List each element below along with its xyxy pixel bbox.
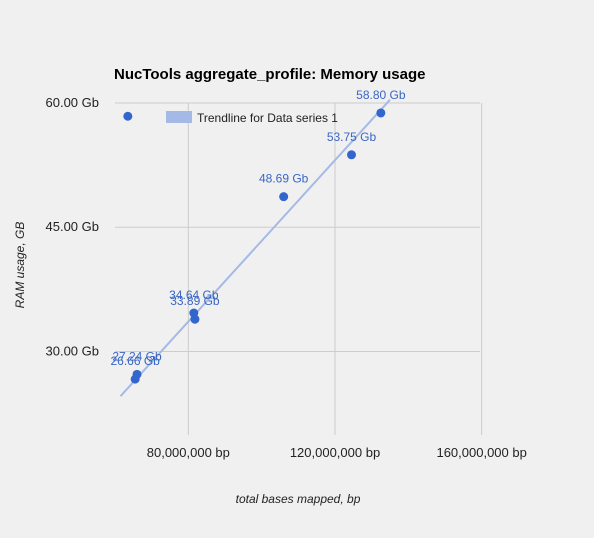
- data-point: [190, 315, 199, 324]
- y-tick-label: 45.00 Gb: [46, 219, 100, 234]
- points-group: [123, 108, 385, 383]
- data-point: [123, 112, 132, 121]
- legend: Trendline for Data series 1: [166, 111, 338, 125]
- y-tick-label: 60.00 Gb: [46, 95, 100, 110]
- data-point: [347, 150, 356, 159]
- data-point: [279, 192, 288, 201]
- grid: [115, 103, 482, 435]
- y-axis-title: RAM usage, GB: [13, 222, 27, 309]
- data-label: 33.89 Gb: [170, 294, 220, 308]
- x-tick-label: 160,000,000 bp: [436, 445, 526, 460]
- legend-swatch: [166, 111, 192, 123]
- y-tick-label: 30.00 Gb: [46, 343, 100, 358]
- x-axis-title: total bases mapped, bp: [236, 492, 361, 506]
- x-tick-label: 80,000,000 bp: [147, 445, 230, 460]
- x-tick-label: 120,000,000 bp: [290, 445, 380, 460]
- chart-title: NucTools aggregate_profile: Memory usage: [114, 66, 425, 83]
- data-label: 27.24 Gb: [112, 349, 162, 363]
- legend-label: Trendline for Data series 1: [197, 111, 338, 125]
- data-point: [133, 370, 142, 379]
- data-label: 58.80 Gb: [356, 88, 406, 102]
- data-label: 48.69 Gb: [259, 172, 309, 186]
- ticks-group: 30.00 Gb 45.00 Gb 60.00 Gb 80,000,000 bp 120…: [46, 95, 527, 460]
- data-label: 53.75 Gb: [327, 130, 377, 144]
- data-point: [376, 108, 385, 117]
